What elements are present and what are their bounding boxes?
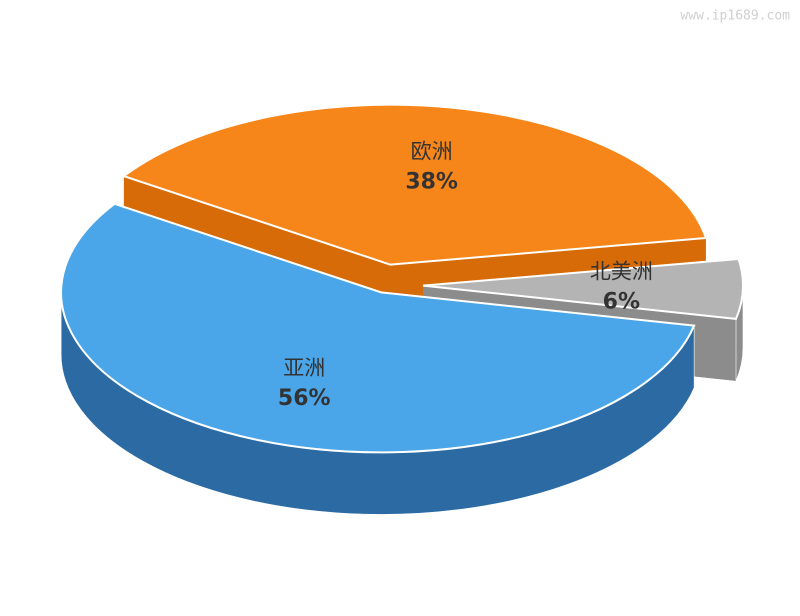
value-label: 6% <box>603 290 640 315</box>
slice-label: 欧洲 <box>411 140 453 164</box>
slice-label: 北美洲 <box>590 260 653 284</box>
slice-label: 亚洲 <box>283 356 325 380</box>
watermark: www.ip1689.com <box>680 9 790 24</box>
slice <box>121 103 708 266</box>
slice <box>422 257 744 320</box>
slice <box>60 202 696 454</box>
value-label: 38% <box>405 170 458 195</box>
value-label: 56% <box>278 386 331 411</box>
